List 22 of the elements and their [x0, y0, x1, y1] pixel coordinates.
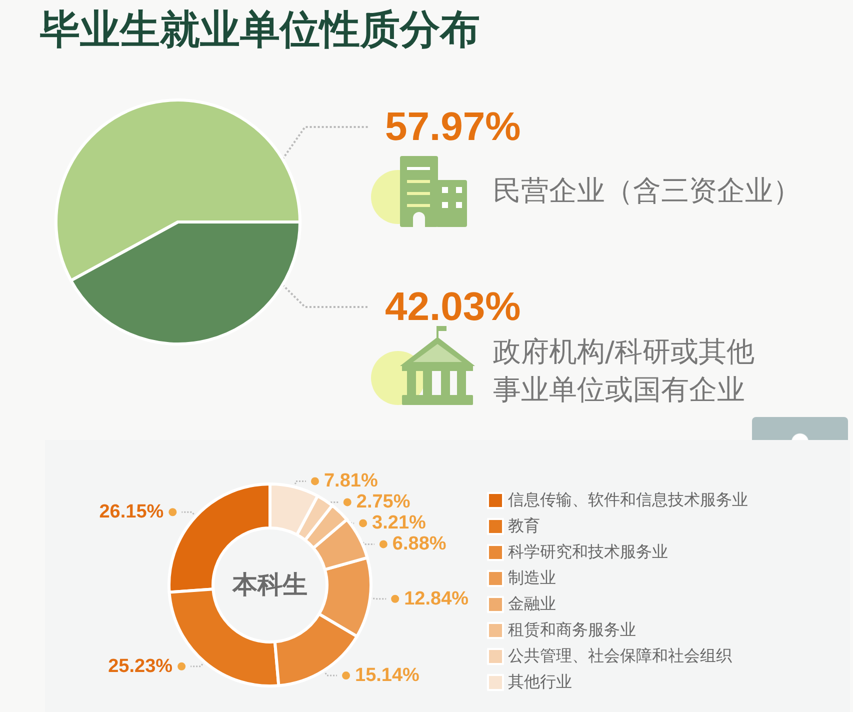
text: 本科生 [232, 571, 308, 599]
data-label: 15.14% [355, 665, 420, 686]
data-label: 57.97% [385, 105, 521, 149]
data-label: 3.21% [372, 512, 426, 534]
data-label: 12.84% [404, 588, 469, 610]
data-label: 25.23% [108, 656, 173, 677]
legend-label: 金融业 [508, 595, 556, 613]
legend-label: 科学研究和技术服务业 [508, 543, 668, 561]
slice-label: 民营企业（含三资企业） [493, 173, 801, 209]
data-label: 42.03% [385, 285, 521, 329]
data-label: 6.88% [392, 534, 446, 555]
slice-label: 政府机构/科研或其他事业单位或国有企业 [493, 334, 756, 408]
legend-label: 教育 [508, 517, 540, 535]
legend-label: 制造业 [508, 569, 556, 587]
data-label: 26.15% [99, 502, 164, 523]
legend-label: 租赁和商务服务业 [508, 621, 636, 639]
chart-title: 毕业生就业单位性质分布 [39, 8, 480, 52]
legend-label: 其他行业 [508, 673, 572, 691]
legend-label: 信息传输、软件和信息技术服务业 [508, 491, 748, 509]
data-label: 7.81% [324, 470, 378, 492]
legend-label: 公共管理、社会保障和社会组织 [508, 647, 732, 665]
data-label: 2.75% [356, 492, 410, 513]
